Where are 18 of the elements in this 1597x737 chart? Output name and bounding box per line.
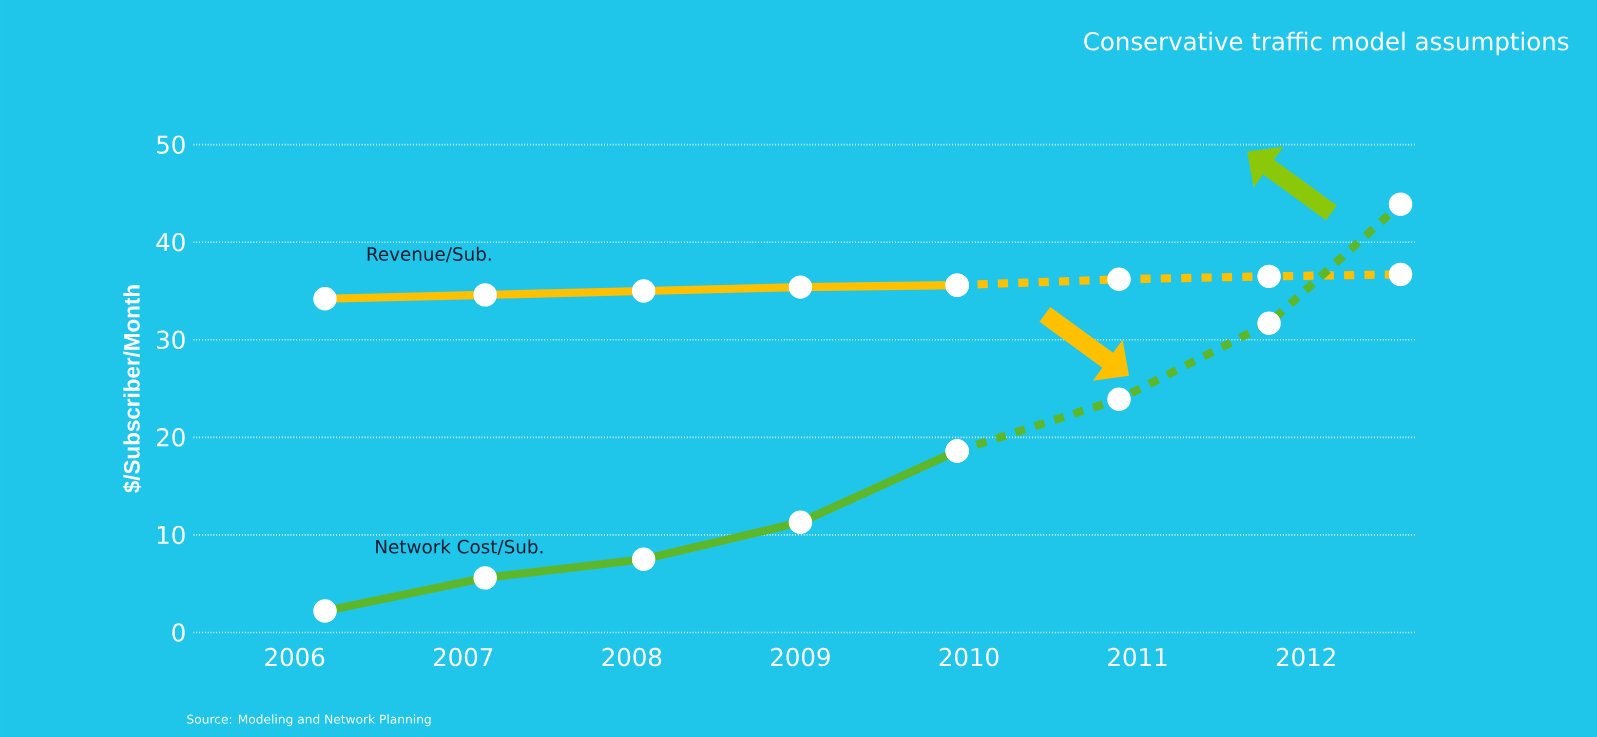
series-label: Network Cost/Sub. — [376, 539, 543, 555]
x-tick-label: 2011 — [1108, 647, 1167, 667]
series-label: Revenue/Sub. — [367, 246, 491, 263]
x-tick-label: 2007 — [433, 647, 493, 667]
y-tick-label: 10 — [157, 525, 185, 544]
y-axis-title: $/Subscriber/Month — [122, 285, 142, 493]
y-tick-label: 50 — [157, 135, 185, 154]
x-tick-label: 2008 — [602, 647, 662, 667]
x-tick-label: 2010 — [939, 647, 999, 667]
y-tick-label: 0 — [172, 623, 185, 642]
x-tick-label: 2006 — [265, 647, 325, 667]
chart-title: Conservative traffic model assumptions — [1084, 31, 1569, 56]
source-note: Source: Modeling and Network Planning — [187, 714, 431, 726]
x-tick-label: 2009 — [771, 647, 830, 667]
x-tick-label: 2012 — [1276, 647, 1335, 667]
y-tick-label: 40 — [156, 232, 185, 252]
y-tick-label: 30 — [157, 330, 185, 349]
y-tick-label: 20 — [157, 427, 185, 447]
